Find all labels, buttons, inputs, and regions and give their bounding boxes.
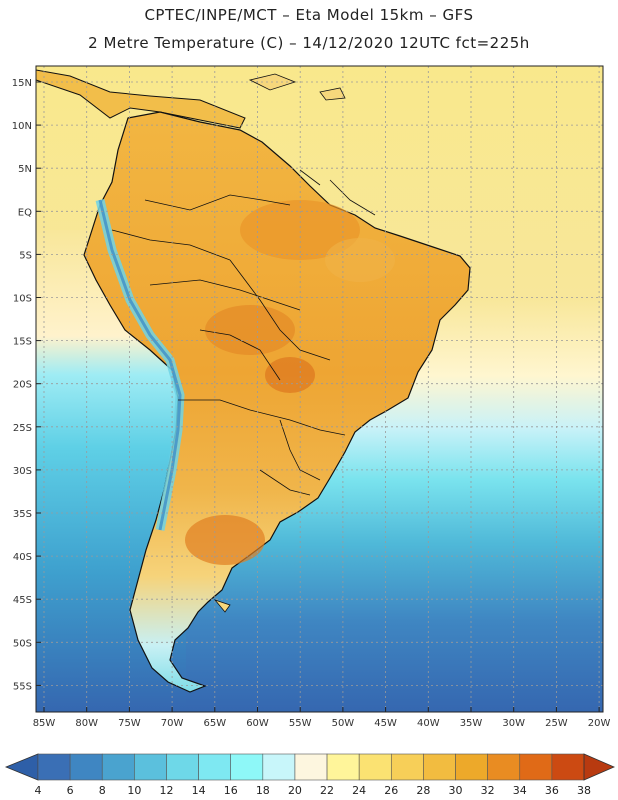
lon-label: 65W (203, 718, 226, 729)
lon-label: 80W (75, 718, 98, 729)
lat-label: 40S (13, 552, 32, 563)
colorbar-tick-label: 12 (159, 784, 173, 797)
colorbar-tick-label: 16 (224, 784, 238, 797)
lon-label: 35W (460, 718, 483, 729)
colorbar-segment (423, 753, 456, 781)
colorbar-segment (358, 753, 392, 781)
colorbar-tick-label: 34 (513, 784, 527, 797)
lon-label: 60W (246, 718, 269, 729)
lon-label: 75W (118, 718, 141, 729)
lat-label: 45S (13, 595, 32, 606)
falkland-islands (213, 599, 231, 613)
colorbar-min-arrow (4, 753, 39, 781)
colorbar-tick-label: 32 (481, 784, 495, 797)
colorbar-segment (166, 753, 199, 781)
colorbar-segment (326, 753, 360, 781)
colorbar-tick-label: 30 (449, 784, 463, 797)
colorbar-segment (519, 753, 553, 781)
lat-label: 15S (13, 337, 32, 348)
colorbar-segment (487, 753, 521, 781)
lat-label: 50S (13, 638, 32, 649)
hot-zone-amazon (240, 200, 360, 260)
colorbar-tick-label: 38 (577, 784, 591, 797)
colorbar-tick-label: 8 (99, 784, 106, 797)
colorbar-tick-label: 4 (35, 784, 42, 797)
colorbar-segment (134, 753, 167, 781)
map-frame (35, 65, 604, 713)
lat-label: 15N (12, 78, 32, 89)
colorbar-segment (37, 753, 71, 781)
hot-zone-bolivia (205, 305, 295, 355)
colorbar-tick-label: 26 (384, 784, 398, 797)
lat-label: 10S (13, 294, 32, 305)
colorbar-tick-label: 36 (545, 784, 559, 797)
lat-label: 25S (13, 423, 32, 434)
colorbar-tick-label: 10 (127, 784, 141, 797)
colorbar-max-arrow (583, 753, 616, 781)
central-america-land (36, 69, 246, 129)
colorbar-tick-label: 18 (256, 784, 270, 797)
country-borders (111, 169, 376, 496)
colorbar-tick-label: 14 (192, 784, 206, 797)
lat-label: 30S (13, 466, 32, 477)
colorbar-segments (4, 753, 616, 781)
colorbar-segment (262, 753, 296, 781)
lon-label: 25W (545, 718, 568, 729)
colorbar-segment (551, 753, 585, 781)
lon-label: 40W (417, 718, 440, 729)
colorbar-tick-label: 22 (320, 784, 334, 797)
lat-label: 20S (13, 380, 32, 391)
colorbar-tick-label: 6 (67, 784, 74, 797)
longitude-labels: 85W 80W 75W 70W 65W 60W 55W 50W 45W 40W 35W 30W 25W 2… (33, 718, 611, 729)
lon-label: 45W (374, 718, 397, 729)
colorbar-tick-label: 24 (352, 784, 366, 797)
colorbar-segment (294, 753, 328, 781)
hot-zone-patagonia-north (185, 515, 265, 565)
lat-label: 10N (12, 121, 32, 132)
lat-label: 5N (18, 164, 32, 175)
lon-label: 30W (502, 718, 525, 729)
lat-label: 5S (19, 250, 32, 261)
colorbar-tick-label: 20 (288, 784, 302, 797)
lon-label: 50W (332, 718, 355, 729)
colorbar-tick-label: 28 (416, 784, 430, 797)
lat-label: 55S (13, 681, 32, 692)
colorbar-segment (198, 753, 232, 781)
lon-label: 55W (289, 718, 312, 729)
lat-label: 35S (13, 509, 32, 520)
lon-label: 70W (161, 718, 184, 729)
andes-core (98, 199, 182, 531)
colorbar-ticks: 4 6 8 10 12 14 16 18 20 22 24 26 28 30 32 34 36 38 (35, 784, 592, 797)
colorbar-segment (390, 753, 424, 781)
colorbar-segment (69, 753, 103, 781)
lat-label: EQ (18, 207, 32, 218)
map-title-line1: CPTEC/INPE/MCT – Eta Model 15km – GFS (144, 6, 474, 24)
latitude-labels: 15N 10N 5N EQ 5S 10S 15S 20S 25S 30S 35S 40S 45S 50S 5… (12, 78, 32, 692)
lon-label: 20W (588, 718, 611, 729)
graticule (36, 66, 603, 712)
lon-label: 85W (33, 718, 56, 729)
colorbar-segment (455, 753, 488, 781)
caribbean-island-small (319, 87, 346, 101)
map-title-line2: 2 Metre Temperature (C) – 14/12/2020 12U… (88, 34, 530, 52)
colorbar-segment (101, 753, 135, 781)
colorbar-segment (230, 753, 264, 781)
